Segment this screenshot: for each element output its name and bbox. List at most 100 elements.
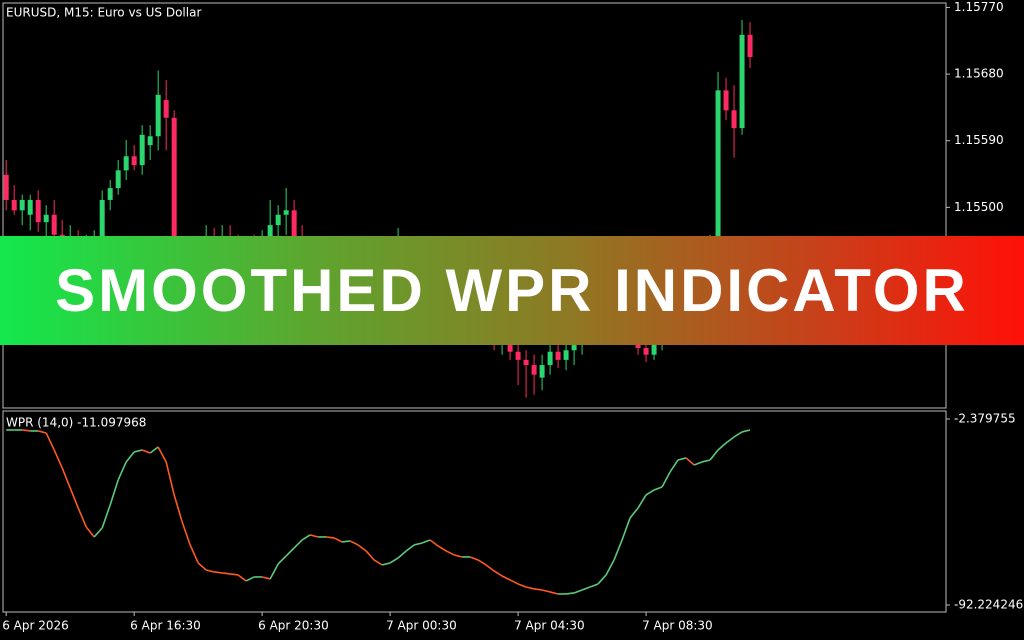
line-segment — [589, 583, 599, 588]
line-segment — [645, 489, 655, 496]
line-segment — [605, 559, 615, 576]
line-segment — [149, 446, 159, 454]
line-segment — [693, 461, 703, 466]
x-tick-label: 6 Apr 2026 — [2, 619, 69, 633]
line-segment — [389, 557, 399, 564]
x-tick-label: 7 Apr 04:30 — [514, 619, 585, 633]
candle-body — [715, 90, 721, 246]
candle-body — [163, 99, 169, 118]
candle-body — [515, 351, 521, 360]
x-tick-label: 6 Apr 16:30 — [130, 619, 201, 633]
line-segment — [677, 457, 687, 461]
line-segment — [381, 562, 391, 566]
line-segment — [85, 526, 95, 538]
line-segment — [261, 576, 271, 580]
candle-body — [35, 199, 41, 223]
x-tick-label: 6 Apr 20:30 — [258, 619, 329, 633]
line-segment — [485, 564, 495, 572]
line-segment — [269, 563, 279, 580]
line-segment — [501, 575, 511, 581]
line-segment — [685, 457, 695, 466]
line-segment — [309, 534, 319, 538]
line-segment — [45, 432, 55, 451]
candle-body — [107, 188, 113, 200]
line-segment — [37, 430, 47, 434]
line-segment — [469, 556, 479, 561]
banner: SMOOTHED WPR INDICATOR — [0, 236, 1024, 345]
candle-body — [115, 170, 121, 189]
line-segment — [533, 588, 543, 591]
line-segment — [429, 539, 439, 547]
line-segment — [301, 534, 311, 541]
line-segment — [701, 459, 711, 463]
candle-body — [267, 225, 273, 240]
line-segment — [621, 517, 631, 541]
line-segment — [77, 507, 87, 528]
line-segment — [333, 537, 343, 543]
line-segment — [245, 576, 255, 582]
candle-body — [147, 136, 153, 146]
line-segment — [349, 540, 359, 546]
candle-body — [99, 199, 105, 238]
line-segment — [413, 542, 423, 546]
line-segment — [517, 583, 527, 588]
line-segment — [293, 539, 303, 549]
line-segment — [101, 504, 111, 529]
candle-body — [155, 94, 161, 137]
indicator-pane-frame — [2, 410, 947, 613]
line-segment — [230, 573, 239, 576]
y-tick-label: -2.379755 — [954, 411, 1016, 425]
candle-body — [523, 359, 529, 366]
x-tick-label: 7 Apr 08:30 — [642, 619, 713, 633]
candle-body — [539, 365, 545, 378]
line-segment — [157, 446, 167, 463]
price-pane-frame — [2, 2, 947, 409]
line-segment — [733, 431, 743, 438]
line-segment — [597, 574, 607, 585]
candle-body — [51, 214, 57, 235]
line-segment — [405, 544, 415, 552]
line-segment — [581, 586, 591, 591]
candle-body — [139, 134, 145, 166]
line-segment — [565, 592, 575, 595]
line-segment — [285, 547, 295, 557]
y-tick-label: 1.15770 — [954, 0, 1004, 14]
indicator-title: WPR (14,0) -11.097968 — [6, 416, 146, 430]
y-tick-label: 1.15590 — [954, 133, 1004, 147]
line-segment — [214, 571, 223, 574]
line-segment — [445, 550, 455, 556]
line-segment — [493, 570, 503, 577]
line-segment — [525, 586, 535, 590]
line-segment — [437, 545, 447, 552]
line-segment — [109, 479, 119, 506]
candle-body — [291, 210, 297, 240]
candle-body — [275, 214, 281, 226]
line-segment — [342, 540, 351, 543]
candle-body — [531, 365, 537, 375]
line-segment — [173, 494, 183, 523]
line-segment — [477, 559, 487, 566]
line-segment — [421, 539, 431, 544]
candle-body — [651, 342, 657, 355]
line-segment — [373, 559, 383, 566]
line-segment — [613, 539, 623, 561]
candle-body — [11, 199, 17, 211]
line-segment — [141, 449, 151, 454]
line-segment — [277, 555, 287, 565]
candle-body — [283, 210, 289, 215]
chart-title: EURUSD, M15: Euro vs US Dollar — [6, 6, 201, 20]
line-segment — [357, 544, 367, 552]
line-segment — [509, 579, 519, 585]
line-segment — [222, 572, 231, 575]
candle-body — [563, 350, 569, 360]
candle-body — [723, 90, 729, 111]
candle-body — [739, 34, 745, 129]
line-segment — [205, 569, 215, 573]
candle-body — [555, 351, 561, 360]
candle-body — [131, 156, 137, 166]
y-tick-label: 1.15500 — [954, 200, 1004, 214]
candle-body — [43, 214, 49, 223]
line-segment — [181, 521, 191, 546]
line-segment — [637, 494, 647, 509]
